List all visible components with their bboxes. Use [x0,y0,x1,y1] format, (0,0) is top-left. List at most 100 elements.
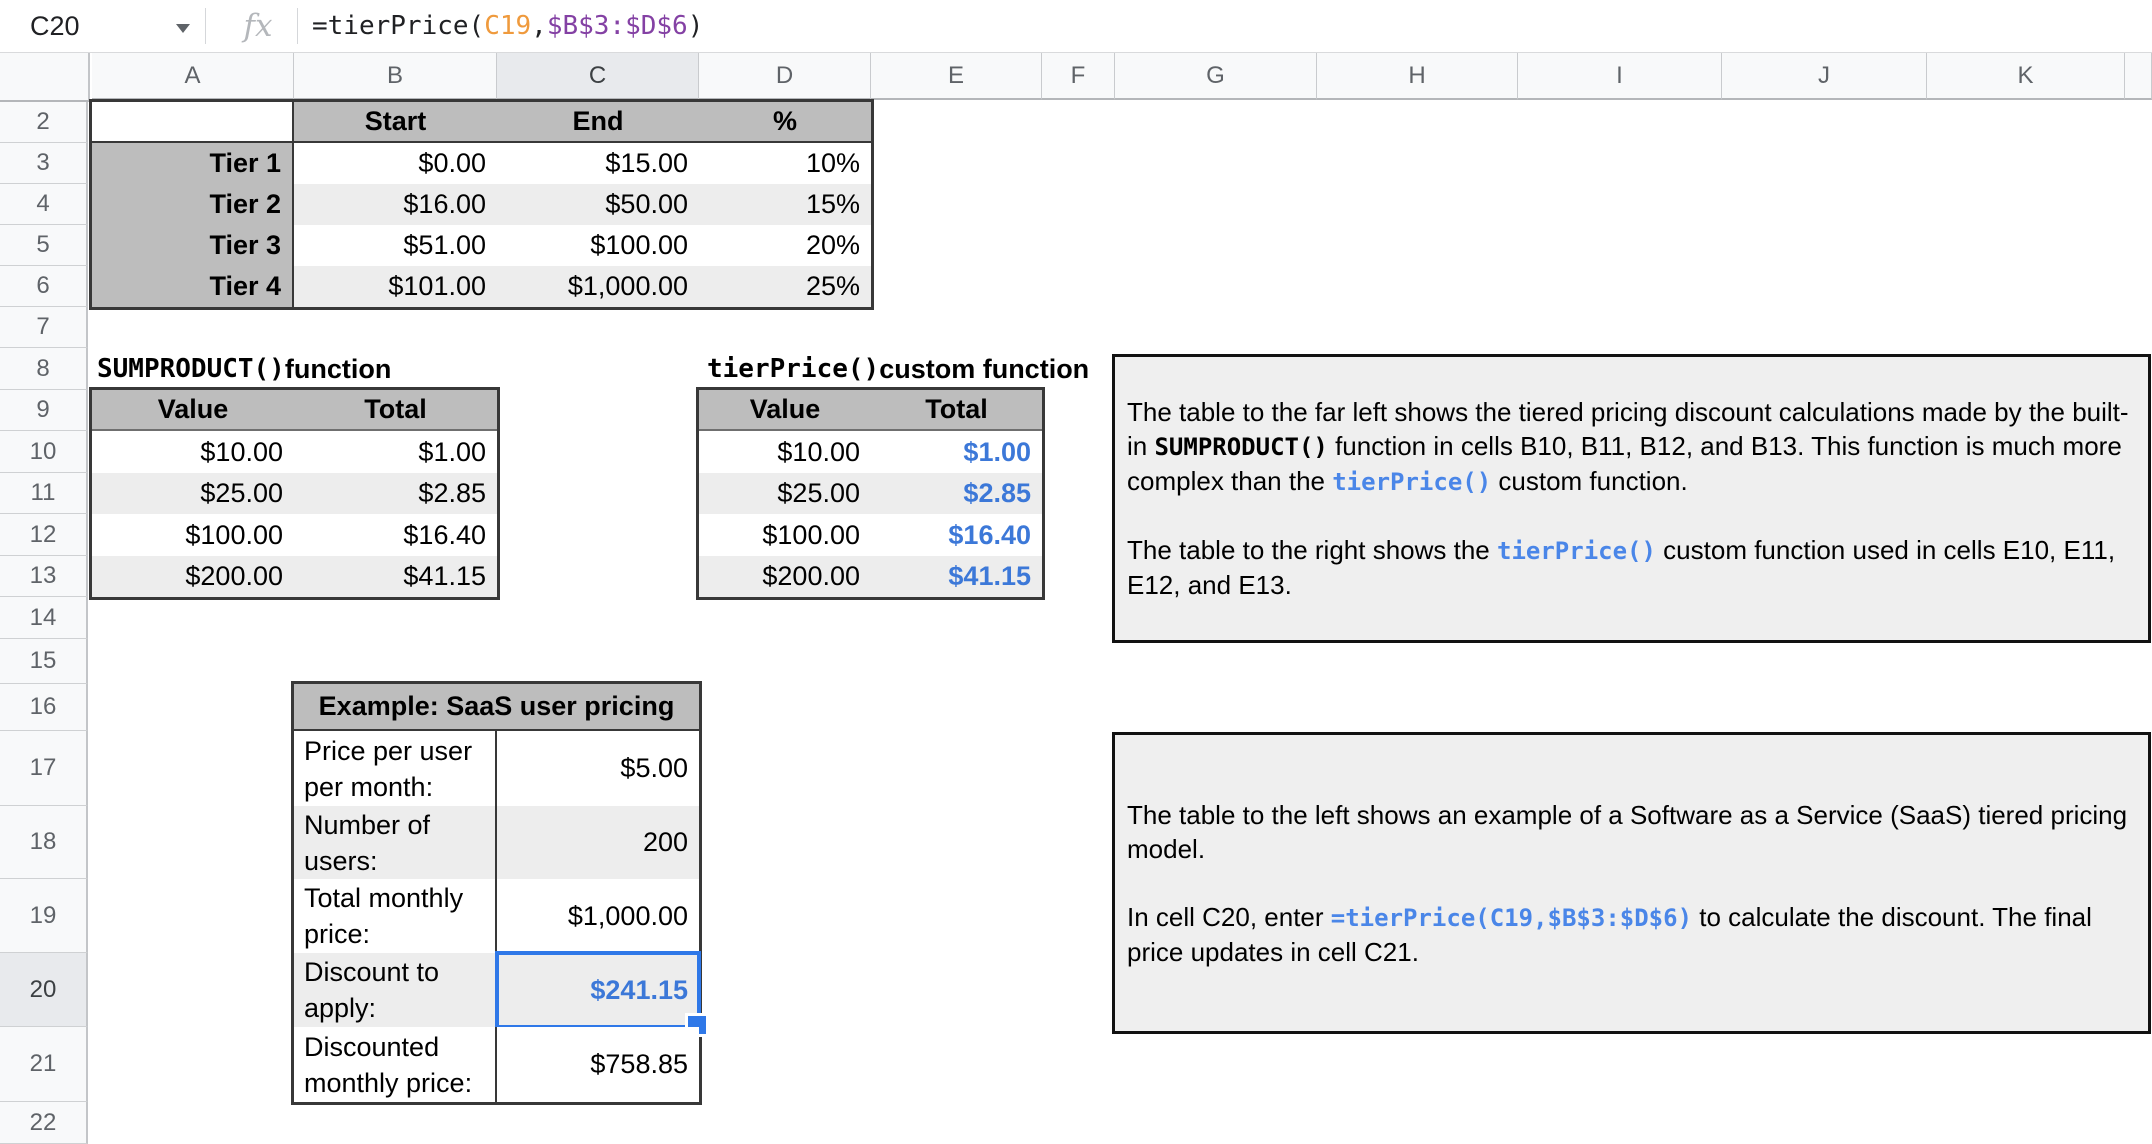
column-header-D[interactable]: D [699,53,871,100]
column-header-G[interactable]: G [1115,53,1317,100]
column-header-H[interactable]: H [1317,53,1518,100]
column-header-A[interactable]: A [92,53,294,100]
row-header-22[interactable]: 22 [0,1102,88,1144]
cell-E11[interactable]: $2.85 [871,473,1042,514]
cell-C2[interactable]: End [497,102,699,143]
row-header-14[interactable]: 14 [0,597,88,639]
cell-D3[interactable]: 10% [699,143,871,184]
sumproduct-title-rest: function [284,353,392,384]
cell-C4[interactable]: $50.00 [497,184,699,225]
cell-B21[interactable]: Discounted monthly price: [294,1027,497,1102]
row-header-20[interactable]: 20 [0,953,88,1027]
cell-B12[interactable]: $16.40 [294,514,497,556]
row-header-21[interactable]: 21 [0,1027,88,1102]
cell-A12[interactable]: $100.00 [92,514,294,556]
tierprice-title[interactable]: tierPrice() custom function [707,348,1089,390]
cell-B4[interactable]: $16.00 [294,184,497,225]
cell-E10[interactable]: $1.00 [871,431,1042,473]
row-header-2[interactable]: 2 [0,102,88,143]
cell-C20[interactable]: $241.15 [497,953,699,1027]
cell-D12[interactable]: $100.00 [699,514,871,556]
cell-C6[interactable]: $1,000.00 [497,266,699,307]
cell-A13[interactable]: $200.00 [92,556,294,597]
cell-C5[interactable]: $100.00 [497,225,699,266]
row-header-12[interactable]: 12 [0,514,88,556]
row-header-17[interactable]: 17 [0,731,88,806]
column-header-E[interactable]: E [871,53,1042,100]
cell-B11[interactable]: $2.85 [294,473,497,514]
cell-B5[interactable]: $51.00 [294,225,497,266]
cell-B2[interactable]: Start [294,102,497,143]
column-header-I[interactable]: I [1518,53,1722,100]
cell-B9[interactable]: Total [294,390,497,431]
cell-C21[interactable]: $758.85 [497,1027,699,1102]
sumproduct-title[interactable]: SUMPRODUCT() function [97,348,391,390]
cell-A3[interactable]: Tier 1 [92,143,294,184]
cell-D6[interactable]: 25% [699,266,871,307]
row-header-6[interactable]: 6 [0,266,88,307]
cell-E13[interactable]: $41.15 [871,556,1042,597]
row-header-7[interactable]: 7 [0,307,88,348]
cell-C17[interactable]: $5.00 [497,731,699,806]
cell-C18[interactable]: 200 [497,806,699,879]
row-header-11[interactable]: 11 [0,473,88,514]
cell-D2[interactable]: % [699,102,871,143]
column-header-F[interactable]: F [1042,53,1115,100]
row-header-5[interactable]: 5 [0,225,88,266]
name-box[interactable]: C20 [0,0,205,52]
cell-B19[interactable]: Total monthly price: [294,879,497,953]
cell-B16[interactable]: Example: SaaS user pricing [294,684,699,731]
row-header-10[interactable]: 10 [0,431,88,473]
cell-E12[interactable]: $16.40 [871,514,1042,556]
formula-input[interactable]: =tierPrice(C19, $B$3:$D$6) [312,0,703,52]
cell-A6[interactable]: Tier 4 [92,266,294,307]
select-all-corner[interactable] [0,53,90,102]
cell-A9[interactable]: Value [92,390,294,431]
column-header-partial[interactable] [2125,53,2152,100]
column-header-J[interactable]: J [1722,53,1927,100]
formula-close-paren: ) [687,11,704,41]
tierprice-title-rest: custom function [879,353,1090,384]
active-cell-ref: C20 [30,10,80,41]
cell-C19[interactable]: $1,000.00 [497,879,699,953]
note-box-functions[interactable]: The table to the far left shows the tier… [1112,354,2151,643]
cell-E9[interactable]: Total [871,390,1042,431]
cell-A11[interactable]: $25.00 [92,473,294,514]
row-header-16[interactable]: 16 [0,684,88,731]
row-header-15[interactable]: 15 [0,639,88,684]
cell-D10[interactable]: $10.00 [699,431,871,473]
cell-C3[interactable]: $15.00 [497,143,699,184]
cell-B10[interactable]: $1.00 [294,431,497,473]
cell-D4[interactable]: 15% [699,184,871,225]
row-header-4[interactable]: 4 [0,184,88,225]
cell-B18[interactable]: Number of users: [294,806,497,879]
divider [205,8,206,44]
tierprice-table: Value Total $10.00 $1.00 $25.00 $2.85 $100.00 $… [696,387,1045,600]
cell-D9[interactable]: Value [699,390,871,431]
row-header-3[interactable]: 3 [0,143,88,184]
cell-B17[interactable]: Price per user per month: [294,731,497,806]
cell-D11[interactable]: $25.00 [699,473,871,514]
cell-B20[interactable]: Discount to apply: [294,953,497,1027]
cell-B6[interactable]: $101.00 [294,266,497,307]
column-header-B[interactable]: B [294,53,497,100]
row-header-18[interactable]: 18 [0,806,88,879]
cell-A4[interactable]: Tier 2 [92,184,294,225]
cell-D13[interactable]: $200.00 [699,556,871,597]
cell-D5[interactable]: 20% [699,225,871,266]
cell-A2[interactable] [92,102,294,143]
row-header-19[interactable]: 19 [0,879,88,953]
row-header-13[interactable]: 13 [0,556,88,597]
column-header-C[interactable]: C [497,53,699,100]
cell-B3[interactable]: $0.00 [294,143,497,184]
note-box-saas[interactable]: The table to the left shows an example o… [1112,732,2151,1034]
row-header-9[interactable]: 9 [0,390,88,431]
column-header-K[interactable]: K [1927,53,2125,100]
row-header-8[interactable]: 8 [0,348,88,390]
cell-A10[interactable]: $10.00 [92,431,294,473]
cell-B13[interactable]: $41.15 [294,556,497,597]
cell-A5[interactable]: Tier 3 [92,225,294,266]
chevron-down-icon[interactable] [176,24,190,33]
tierprice-code-ref: tierPrice() [1497,537,1656,565]
sumproduct-code-ref: SUMPRODUCT() [1154,433,1328,461]
